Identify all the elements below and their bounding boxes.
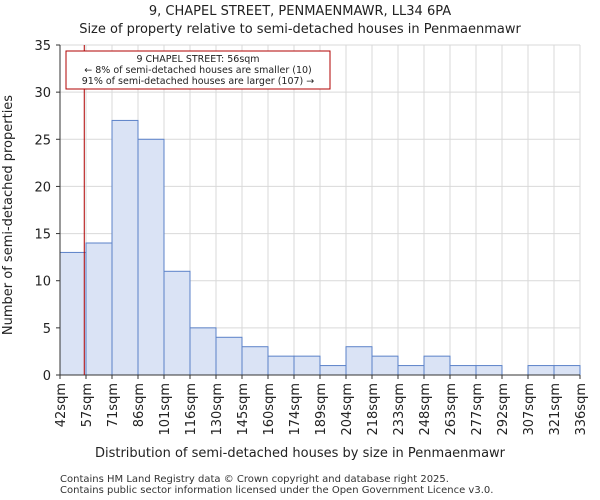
bar-307sqm — [527, 365, 555, 376]
x-tick-label: 101sqm — [158, 383, 173, 436]
bar-189sqm — [319, 365, 347, 376]
bar-160sqm — [267, 355, 295, 376]
x-tick-label: 277sqm — [470, 383, 485, 436]
bar-57sqm — [85, 242, 113, 376]
footer-licence: Contains public sector information licen… — [60, 485, 494, 496]
bar-86sqm — [137, 138, 165, 376]
bar-101sqm — [163, 270, 191, 376]
x-tick-label: 86sqm — [132, 383, 147, 427]
bar-174sqm — [293, 355, 321, 376]
x-tick-label: 42sqm — [54, 383, 69, 427]
y-tick-label: 25 — [34, 133, 51, 148]
x-tick-label: 307sqm — [522, 383, 537, 436]
annotation-line-2: ← 8% of semi-detached houses are smaller… — [84, 65, 312, 76]
x-tick-label: 130sqm — [210, 383, 225, 436]
x-tick-label: 189sqm — [314, 383, 329, 436]
x-tick-label: 218sqm — [366, 383, 381, 436]
bar-42sqm — [59, 251, 87, 376]
bar-248sqm — [423, 355, 451, 376]
bar-116sqm — [189, 327, 217, 376]
footer-copyright: Contains HM Land Registry data © Crown c… — [60, 474, 449, 485]
y-tick-label: 30 — [34, 86, 51, 101]
y-axis-label: Number of semi-detached properties — [1, 95, 16, 335]
x-tick-label: 248sqm — [418, 383, 433, 436]
bar-321sqm — [553, 365, 581, 376]
x-tick-label: 204sqm — [340, 383, 355, 436]
annotation-line-1: 9 CHAPEL STREET: 56sqm — [136, 54, 259, 65]
chart-subtitle: Size of property relative to semi-detach… — [79, 22, 521, 37]
x-tick-label: 71sqm — [106, 383, 121, 427]
x-tick-label: 292sqm — [496, 383, 511, 436]
y-tick-label: 20 — [34, 180, 51, 195]
x-tick-label: 145sqm — [236, 383, 251, 436]
y-tick-label: 5 — [43, 322, 51, 337]
x-tick-label: 263sqm — [444, 383, 459, 436]
y-tick-label: 10 — [34, 275, 51, 290]
bar-218sqm — [371, 355, 399, 376]
y-tick-label: 0 — [43, 369, 51, 384]
x-axis-label: Distribution of semi-detached houses by … — [95, 446, 506, 461]
x-tick-label: 57sqm — [80, 383, 95, 427]
bar-204sqm — [345, 346, 373, 376]
chart-title: 9, CHAPEL STREET, PENMAENMAWR, LL34 6PA — [148, 4, 452, 19]
bar-71sqm — [111, 119, 139, 376]
x-tick-label: 174sqm — [288, 383, 303, 436]
x-tick-label: 233sqm — [392, 383, 407, 436]
bar-233sqm — [397, 365, 425, 376]
x-tick-label: 336sqm — [574, 383, 589, 436]
bar-263sqm — [449, 365, 477, 376]
x-tick-label: 116sqm — [184, 383, 199, 436]
annotation-line-3: 91% of semi-detached houses are larger (… — [82, 76, 315, 87]
annotation-box: 9 CHAPEL STREET: 56sqm ← 8% of semi-deta… — [65, 50, 331, 90]
x-tick-label: 321sqm — [548, 383, 563, 436]
y-tick-label: 35 — [34, 39, 51, 54]
bar-145sqm — [241, 346, 269, 376]
bar-277sqm — [475, 365, 503, 376]
x-tick-label: 160sqm — [262, 383, 277, 436]
y-tick-label: 15 — [34, 228, 51, 243]
bar-130sqm — [215, 336, 243, 376]
